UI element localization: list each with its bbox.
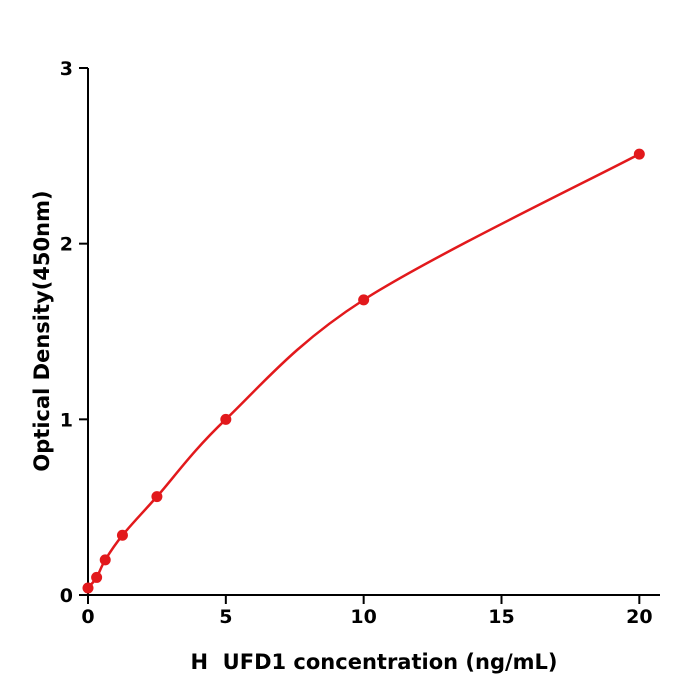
fit-curve	[86, 152, 641, 590]
data-point-marker	[633, 148, 645, 160]
x-tick-label: 10	[350, 606, 376, 628]
y-tick-label: 0	[60, 585, 73, 607]
x-tick-label: 0	[81, 606, 94, 628]
y-tick-label: 3	[60, 58, 73, 80]
y-axis-label: Optical Density(450nm)	[30, 190, 54, 472]
data-point-marker	[151, 491, 163, 503]
x-tick-label: 15	[488, 606, 514, 628]
data-point-marker	[116, 529, 128, 541]
data-point-marker	[99, 554, 111, 566]
data-point-marker	[358, 294, 370, 306]
y-tick-label: 2	[60, 234, 73, 256]
data-point-marker	[91, 571, 103, 583]
x-axis-label: H UFD1 concentration (ng/mL)	[190, 650, 558, 674]
y-tick-label: 1	[60, 409, 73, 431]
x-tick-label: 5	[219, 606, 232, 628]
x-tick-label: 20	[626, 606, 652, 628]
data-point-marker	[220, 413, 232, 425]
data-point-marker	[82, 582, 94, 594]
